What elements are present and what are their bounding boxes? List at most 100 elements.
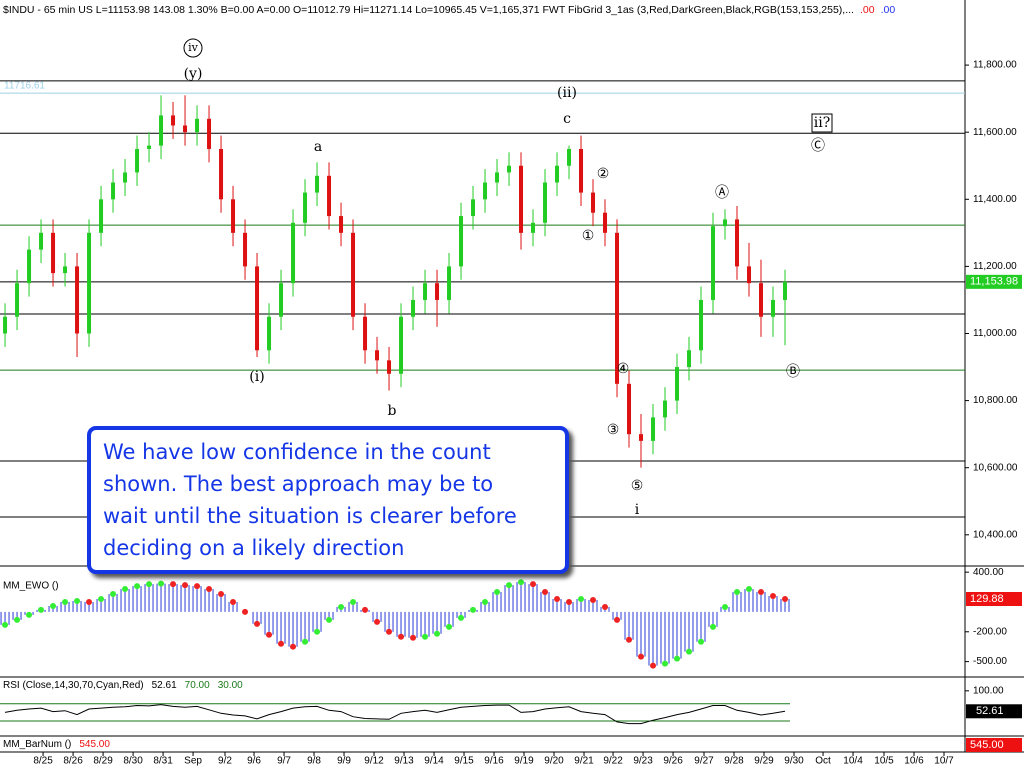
- ewo-dot: [530, 581, 537, 588]
- candle-body: [459, 216, 464, 267]
- candle-body: [555, 165, 560, 183]
- candle-body: [327, 175, 332, 217]
- value-box-label: 545.00: [970, 739, 1004, 751]
- x-tick-label: 8/31: [153, 756, 173, 767]
- candle-body: [411, 299, 416, 317]
- x-tick-label: 9/20: [544, 756, 564, 767]
- wave-label: ③: [607, 422, 620, 438]
- candle-body: [435, 283, 440, 300]
- panel-title: RSI (Close,14,30,70,Cyan,Red) 52.61 70.00 3…: [3, 680, 243, 691]
- wave-label: Ⓒ: [811, 138, 825, 154]
- ewo-dot: [734, 589, 741, 596]
- value-box: [966, 274, 1022, 289]
- candle-body: [63, 266, 68, 274]
- ewo-dot: [782, 595, 789, 602]
- y-tick-label: 11,600.00: [973, 127, 1017, 138]
- note-line: shown. The best approach may be to: [103, 472, 494, 496]
- candle-body: [675, 367, 680, 401]
- annotation-box: [811, 113, 833, 133]
- candle-body: [651, 417, 656, 441]
- candle-body: [543, 182, 548, 223]
- x-tick-label: 9/14: [424, 756, 444, 767]
- x-tick-label: 9/29: [754, 756, 774, 767]
- ewo-dot: [2, 621, 9, 628]
- rsi-last: 52.61: [152, 680, 177, 691]
- x-tick-label: 9/16: [484, 756, 504, 767]
- y-tick-label: -500.00: [973, 656, 1007, 667]
- candle-body: [39, 232, 44, 250]
- candle-body: [591, 192, 596, 213]
- y-tick-label: 11,200.00: [973, 261, 1017, 272]
- candle-body: [495, 172, 500, 183]
- candle-body: [627, 383, 632, 435]
- candle-body: [483, 182, 488, 200]
- candle-body: [351, 232, 356, 317]
- barnum-value: 545.00: [79, 739, 110, 750]
- ewo-dot: [374, 618, 381, 625]
- wave-label: ④: [617, 361, 630, 377]
- x-tick-label: 9/7: [277, 756, 291, 767]
- ewo-dot: [350, 598, 357, 605]
- candle-body: [27, 249, 32, 284]
- candle-body: [699, 299, 704, 351]
- y-tick-label: 10,800.00: [973, 395, 1018, 406]
- ewo-dot: [470, 606, 477, 613]
- ewo-dot: [302, 638, 309, 645]
- candle-body: [111, 182, 116, 200]
- value-box: [966, 738, 1022, 752]
- candle-body: [639, 434, 644, 441]
- candle-body: [687, 350, 692, 368]
- wave-label: iv: [188, 41, 199, 54]
- x-tick-label: 9/30: [784, 756, 804, 767]
- candle-body: [291, 222, 296, 284]
- candle-body: [507, 165, 512, 173]
- ewo-dot: [170, 581, 177, 588]
- y-tick-label: 11,800.00: [973, 60, 1017, 71]
- candle-body: [711, 226, 716, 300]
- x-tick-label: 10/7: [934, 756, 954, 767]
- candle-body: [195, 118, 200, 133]
- ewo-dot: [14, 616, 21, 623]
- value-box-label: 129.88: [970, 593, 1004, 605]
- value-box: [966, 592, 1022, 607]
- candle-body: [519, 165, 524, 233]
- candle-body: [123, 172, 128, 183]
- candle-body: [255, 266, 260, 351]
- wave-label: Ⓐ: [715, 185, 729, 201]
- candle-body: [567, 148, 572, 166]
- x-tick-label: 9/22: [603, 756, 623, 767]
- wave-label: ②: [597, 166, 610, 182]
- value-box-label: 52.61: [976, 705, 1004, 717]
- panel-title-text: MM_BarNum (): [3, 739, 71, 750]
- header-text: $INDU - 65 min US L=11153.98 143.08 1.30…: [3, 4, 854, 16]
- note-line: wait until the situation is clearer befo…: [103, 504, 517, 528]
- y-tick-label: 10,600.00: [973, 462, 1018, 473]
- ewo-dot: [98, 595, 105, 602]
- x-tick-label: 9/6: [247, 756, 261, 767]
- rsi-level-label: 70.00: [185, 680, 210, 691]
- candle-body: [207, 118, 212, 149]
- wave-label: c: [563, 111, 571, 127]
- rsi-line: [4, 704, 786, 725]
- ewo-dot: [650, 662, 657, 669]
- ewo-dot: [26, 611, 33, 618]
- y-tick-label: 400.00: [973, 567, 1004, 578]
- x-tick-label: 9/2: [218, 756, 232, 767]
- ewo-dot: [74, 597, 81, 604]
- candle-body: [339, 216, 344, 233]
- ewo-dot: [602, 603, 609, 610]
- ewo-dot: [242, 608, 249, 615]
- ewo-dot: [134, 583, 141, 590]
- note-line: deciding on a likely direction: [103, 536, 405, 560]
- ewo-dot: [314, 628, 321, 635]
- value-box: [966, 704, 1022, 719]
- candle-body: [219, 148, 224, 200]
- candle-body: [747, 266, 752, 284]
- candle-body: [723, 219, 728, 227]
- ewo-dot: [722, 603, 729, 610]
- x-tick-label: Oct: [815, 756, 831, 767]
- candle-body: [375, 350, 380, 361]
- x-tick-label: 9/8: [307, 756, 321, 767]
